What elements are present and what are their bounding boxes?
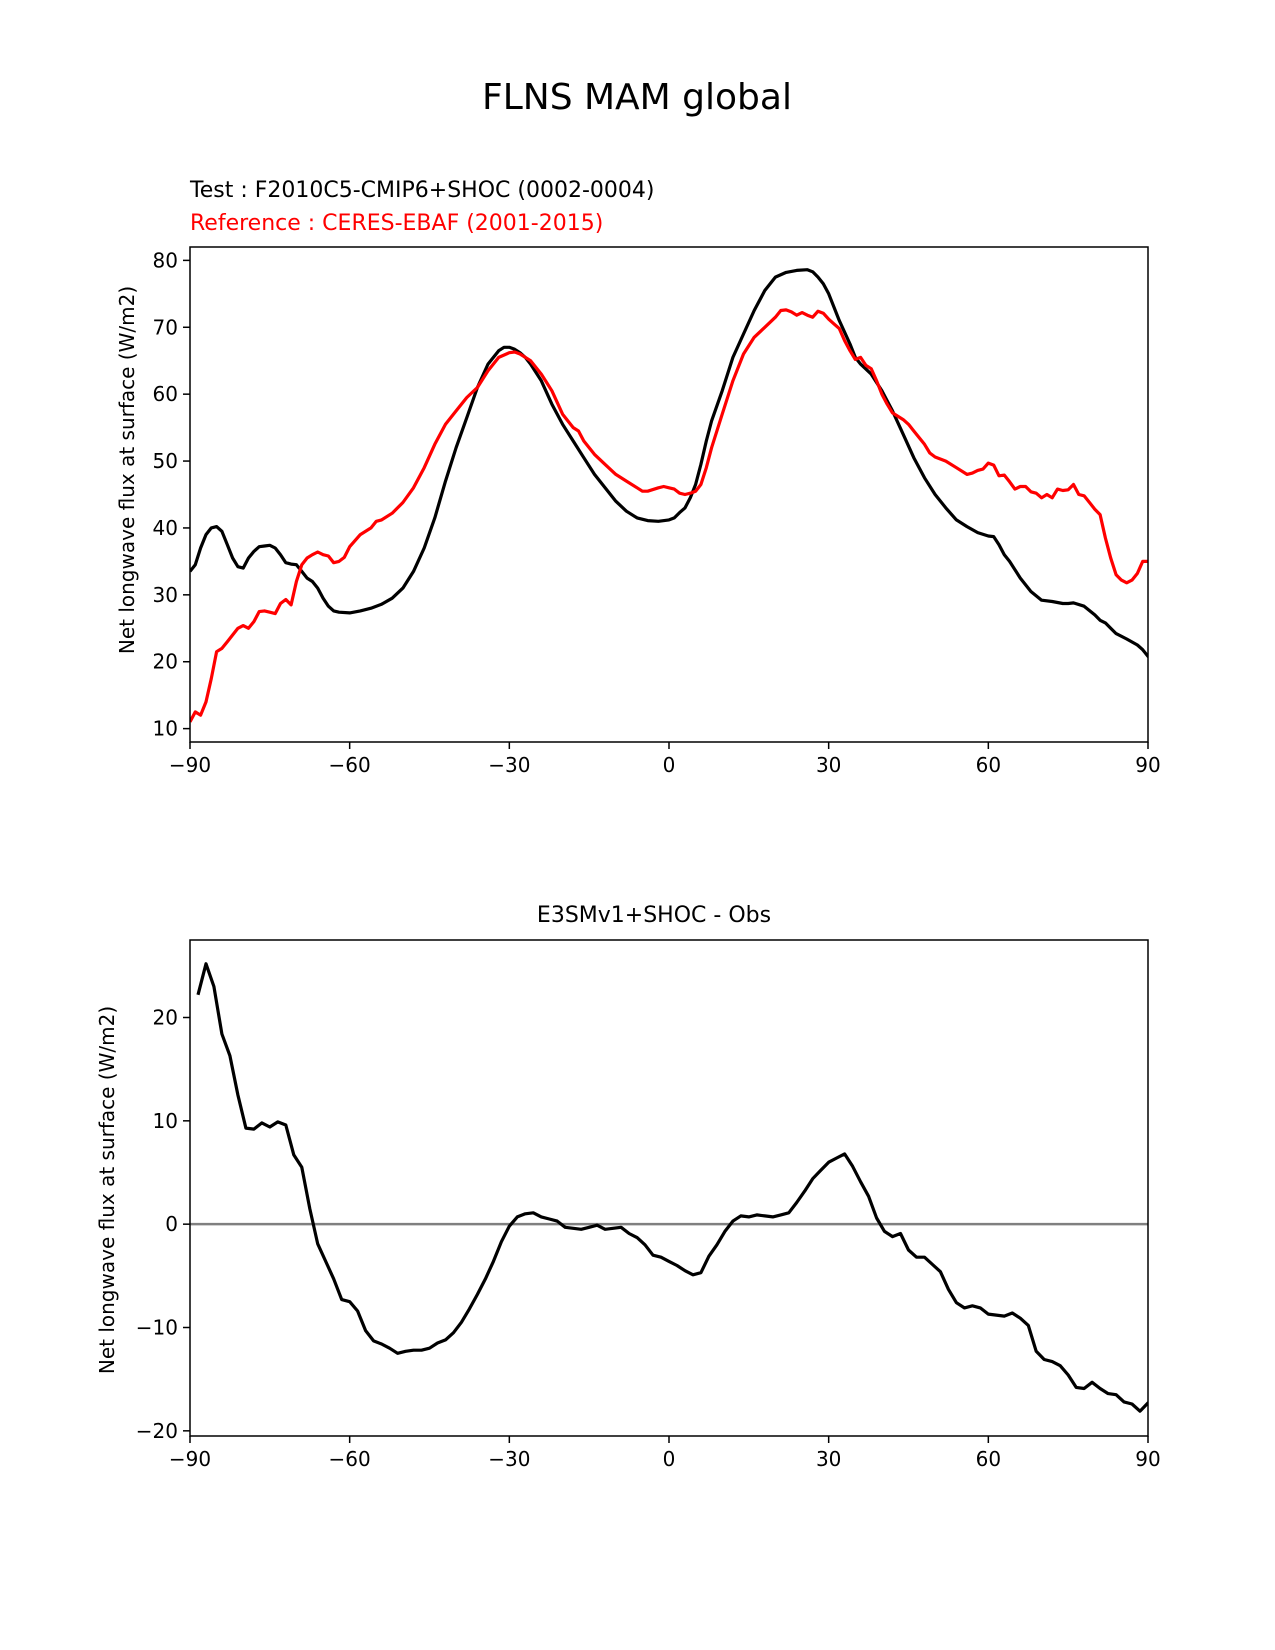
x-tick-label: −90	[169, 753, 211, 777]
bottom-ylabel: Net longwave flux at surface (W/m2)	[95, 1006, 119, 1374]
x-tick-label: 30	[816, 753, 841, 777]
top-ylabel: Net longwave flux at surface (W/m2)	[115, 286, 139, 654]
y-tick-label: 10	[153, 1109, 178, 1133]
x-tick-label: −60	[329, 1447, 371, 1471]
y-tick-label: −10	[136, 1316, 178, 1340]
y-tick-label: 20	[153, 650, 178, 674]
x-tick-label: 0	[663, 753, 676, 777]
x-tick-label: 90	[1135, 753, 1160, 777]
axes-frame	[189, 246, 1149, 743]
y-tick-label: 70	[153, 315, 178, 339]
bottom-panel: E3SMv1+SHOC - Obs Net longwave flux at s…	[95, 903, 1161, 1471]
y-tick-label: 50	[153, 449, 178, 473]
y-tick-label: 40	[153, 516, 178, 540]
figure-title: FLNS MAM global	[482, 77, 792, 118]
axes-frame	[189, 939, 1149, 1437]
y-tick-label: 10	[153, 717, 178, 741]
x-tick-label: 0	[663, 1447, 676, 1471]
top-panel: Test : F2010C5-CMIP6+SHOC (0002-0004) Re…	[115, 178, 1161, 777]
x-tick-label: −30	[488, 753, 530, 777]
x-tick-label: −90	[169, 1447, 211, 1471]
x-tick-label: −30	[488, 1447, 530, 1471]
x-tick-label: 60	[976, 1447, 1001, 1471]
test-series-line	[190, 268, 1148, 659]
y-tick-label: 30	[153, 583, 178, 607]
y-tick-label: 0	[165, 1212, 178, 1236]
x-tick-label: 60	[976, 753, 1001, 777]
top-plot-area: −90 −60 −30 0 30 60 90 10 20 30 40 50 60 70 80	[153, 246, 1161, 777]
reference-series-line	[190, 308, 1148, 723]
y-tick-label: −20	[136, 1419, 178, 1443]
bottom-plot-area: −90 −60 −30 0 30 60 90 −20 −10 0 10 20	[136, 939, 1161, 1471]
reference-label: Reference : CERES-EBAF (2001-2015)	[190, 211, 603, 236]
x-tick-label: 90	[1135, 1447, 1160, 1471]
x-tick-label: 30	[816, 1447, 841, 1471]
y-tick-label: 60	[153, 382, 178, 406]
y-tick-label: 20	[153, 1006, 178, 1030]
x-tick-label: −60	[329, 753, 371, 777]
bottom-title: E3SMv1+SHOC - Obs	[537, 903, 771, 928]
difference-series-line	[196, 962, 1148, 1413]
y-tick-label: 80	[153, 248, 178, 272]
test-label: Test : F2010C5-CMIP6+SHOC (0002-0004)	[189, 178, 654, 203]
